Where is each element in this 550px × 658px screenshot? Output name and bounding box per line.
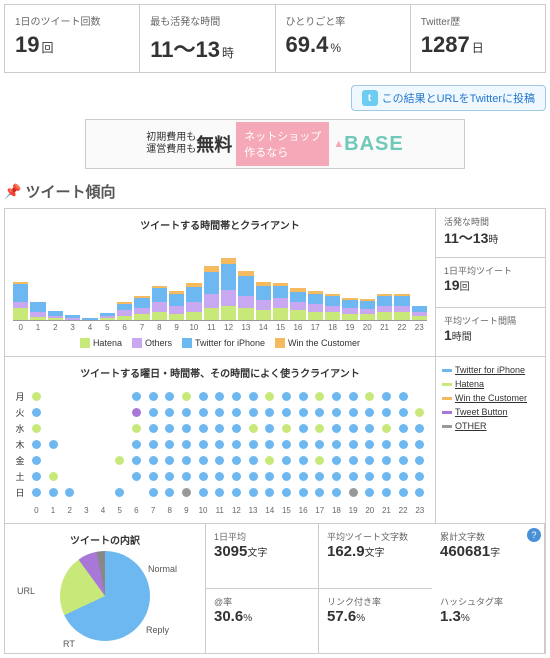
legend-item: Twitter for iPhone [182, 338, 265, 348]
dot-row: 日 [13, 484, 427, 500]
bar-column [13, 282, 28, 320]
bar-column [256, 282, 271, 320]
side-stat: 1日平均ツイート19回 [436, 258, 545, 307]
bar-column [65, 315, 80, 320]
side-stat: 活発な時間11～13時 [436, 209, 545, 258]
bar-column [308, 291, 323, 320]
legend-item[interactable]: Hatena [442, 379, 539, 389]
legend-item[interactable]: Tweet Button [442, 407, 539, 417]
dot-row: 月 [13, 388, 427, 404]
legend-item[interactable]: Twitter for iPhone [442, 365, 539, 375]
bar-column [169, 291, 184, 320]
trend-panel: ツイートする時間帯とクライアント 01234567891011121314151… [4, 208, 546, 654]
twitter-btn-label: この結果とURLをTwitterに投稿 [382, 90, 535, 106]
stat-box: Twitter歴1287日 [411, 5, 545, 72]
bar-column [221, 258, 236, 320]
dot-row: 水 [13, 420, 427, 436]
stat-box: ひとりごと率69.4% [276, 5, 411, 72]
bar-column [82, 318, 97, 320]
bar-column [394, 294, 409, 320]
bar-column [325, 294, 340, 320]
legend-item: Win the Customer [275, 338, 360, 348]
bar-column [360, 299, 375, 320]
dot-row: 金 [13, 452, 427, 468]
bar-column [290, 288, 305, 320]
bar-column [30, 302, 45, 320]
legend-item[interactable]: Win the Customer [442, 393, 539, 403]
side-stat: 平均ツイート間隔1時間 [436, 308, 545, 356]
stat-box: 1日のツイート回数19回 [5, 5, 140, 72]
section-title: 📌 ツイート傾向 [4, 181, 546, 202]
dot-row: 土 [13, 468, 427, 484]
bar-column [48, 311, 63, 320]
dot-row: 木 [13, 436, 427, 452]
legend-item[interactable]: OTHER [442, 421, 539, 431]
ad-banner[interactable]: 初期費用も 運営費用も 無料 ネットショップ作るなら ▲ BASE [85, 119, 465, 169]
dot-row: 火 [13, 404, 427, 420]
bar-column [238, 271, 253, 320]
legend-item: Hatena [80, 338, 122, 348]
stat-cell: リンク付き率57.6% [319, 589, 432, 653]
time-client-chart: ツイートする時間帯とクライアント 01234567891011121314151… [5, 209, 435, 356]
stat-cell: 1日平均3095文字 [206, 524, 319, 589]
bar-column [117, 302, 132, 320]
legend-item: Others [132, 338, 172, 348]
bar-column [342, 298, 357, 320]
bar-column [377, 294, 392, 320]
pin-icon: 📌 [4, 183, 21, 200]
top-stats-row: 1日のツイート回数19回最も活発な時間11～13時ひとりごと率69.4%Twit… [4, 4, 546, 73]
bar-column [100, 313, 115, 320]
twitter-post-button[interactable]: t この結果とURLをTwitterに投稿 [351, 85, 546, 111]
bar-column [204, 266, 219, 320]
stat-cell: @率30.6% [206, 589, 319, 653]
stat-cell: ハッシュタグ率1.3% [432, 589, 545, 653]
stat-box: 最も活発な時間11～13時 [140, 5, 275, 72]
twitter-icon: t [362, 90, 378, 106]
bar-column [412, 306, 427, 320]
bar-column [273, 283, 288, 320]
help-icon[interactable]: ? [527, 528, 541, 542]
pie-chart: ツイートの内訳 Normal Reply RT URL [5, 524, 205, 653]
stat-cell: 平均ツイート文字数162.9文字 [319, 524, 432, 589]
day-time-chart: ツイートする曜日・時間帯、その時間によく使うクライアント 月火水木金土日 012… [5, 357, 435, 523]
bar-column [134, 296, 149, 320]
bar-column [186, 283, 201, 320]
bar-column [152, 286, 167, 320]
